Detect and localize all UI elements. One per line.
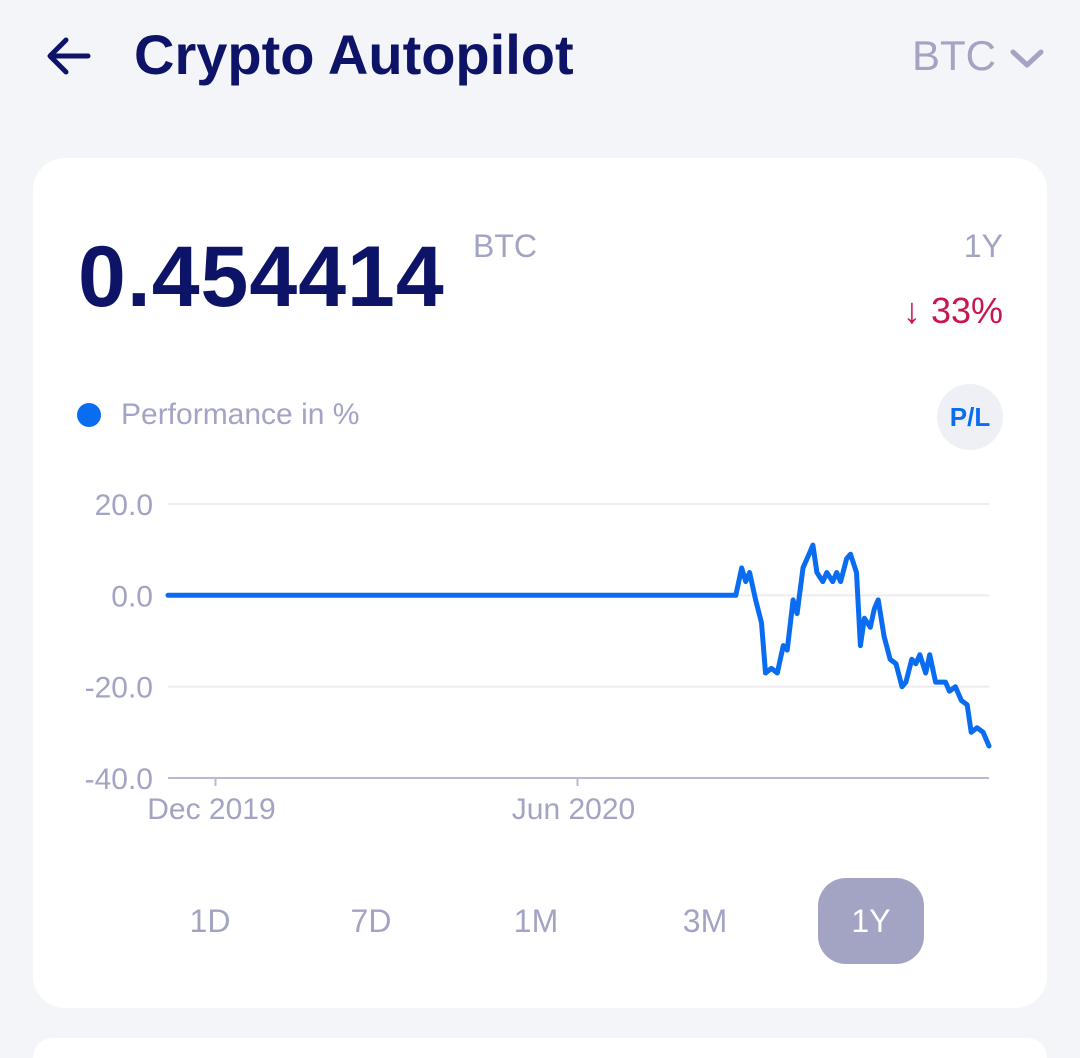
arrow-left-icon <box>44 32 92 85</box>
range-tab-3m[interactable]: 3M <box>682 902 728 939</box>
x-tick-label: Dec 2019 <box>147 793 275 826</box>
balance-unit: BTC <box>473 228 537 264</box>
range-tab-7d[interactable]: 7D <box>350 902 392 939</box>
change-percent: ↓ 33% <box>902 290 1003 331</box>
legend-label: Performance in % <box>121 398 360 431</box>
page-title: Crypto Autopilot <box>134 23 574 86</box>
balance-value: 0.454414 <box>78 229 445 325</box>
y-tick-label: 0.0 <box>111 580 153 613</box>
asset-dropdown[interactable]: BTC <box>912 32 1044 80</box>
legend-dot-icon <box>77 403 101 427</box>
y-tick-label: -40.0 <box>85 763 153 796</box>
range-tabs: 1D 7D 1M 3M 1Y <box>33 878 1047 964</box>
y-tick-label: 20.0 <box>95 489 153 522</box>
range-tab-1y[interactable]: 1Y <box>818 878 924 964</box>
x-tick-label: Jun 2020 <box>512 793 635 826</box>
series-line <box>165 542 992 749</box>
next-card-edge <box>33 1038 1047 1058</box>
performance-card: 0.454414 BTC 1Y ↓ 33% Performance in % P… <box>33 158 1047 1008</box>
range-tab-1d[interactable]: 1D <box>189 902 231 939</box>
chart-legend: Performance in % <box>77 398 359 432</box>
period-label: 1Y <box>963 228 1003 264</box>
asset-dropdown-value: BTC <box>912 32 996 79</box>
chevron-down-icon <box>996 32 1044 80</box>
range-tab-1m[interactable]: 1M <box>513 902 559 939</box>
back-button[interactable] <box>40 30 96 86</box>
app-header: Crypto Autopilot BTC <box>0 0 1080 120</box>
y-tick-label: -20.0 <box>85 672 153 705</box>
pl-toggle-button[interactable]: P/L <box>937 384 1003 450</box>
